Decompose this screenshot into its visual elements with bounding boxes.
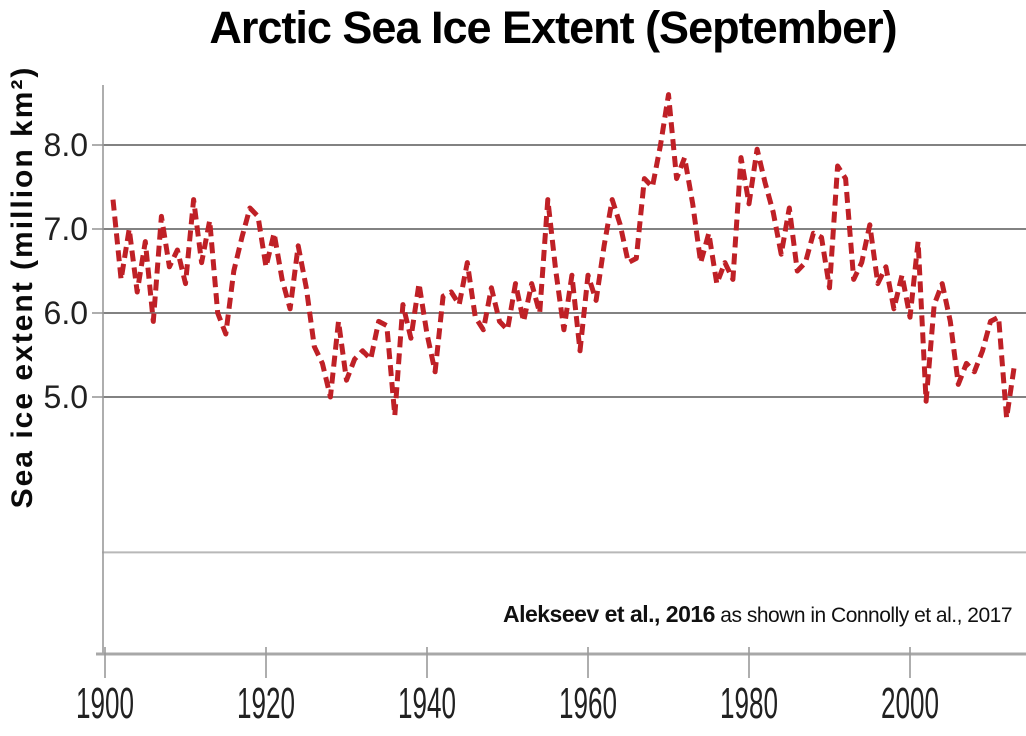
x-tick-label: 1980 [720,679,778,728]
x-tick-label: 1900 [76,679,134,728]
x-tick-label: 1920 [237,679,295,728]
sea-ice-extent-line [110,92,1018,421]
x-tick-label: 1940 [398,679,456,728]
y-tick-label: 6.0 [44,295,88,331]
y-tick-label: 5.0 [44,379,88,415]
attribution: Alekseev et al., 2016 as shown in Connol… [502,601,1013,628]
attribution-secondary: as shown in Connolly et al., 2017 [714,604,1012,627]
x-tick-label: 1960 [559,679,617,728]
y-tick-label: 7.0 [44,211,88,247]
x-tick-label: 2000 [881,679,939,728]
attribution-source: Alekseev et al., 2016 [502,601,716,627]
chart-title: Arctic Sea Ice Extent (September) [209,2,897,53]
y-tick-label: 8.0 [44,127,88,163]
